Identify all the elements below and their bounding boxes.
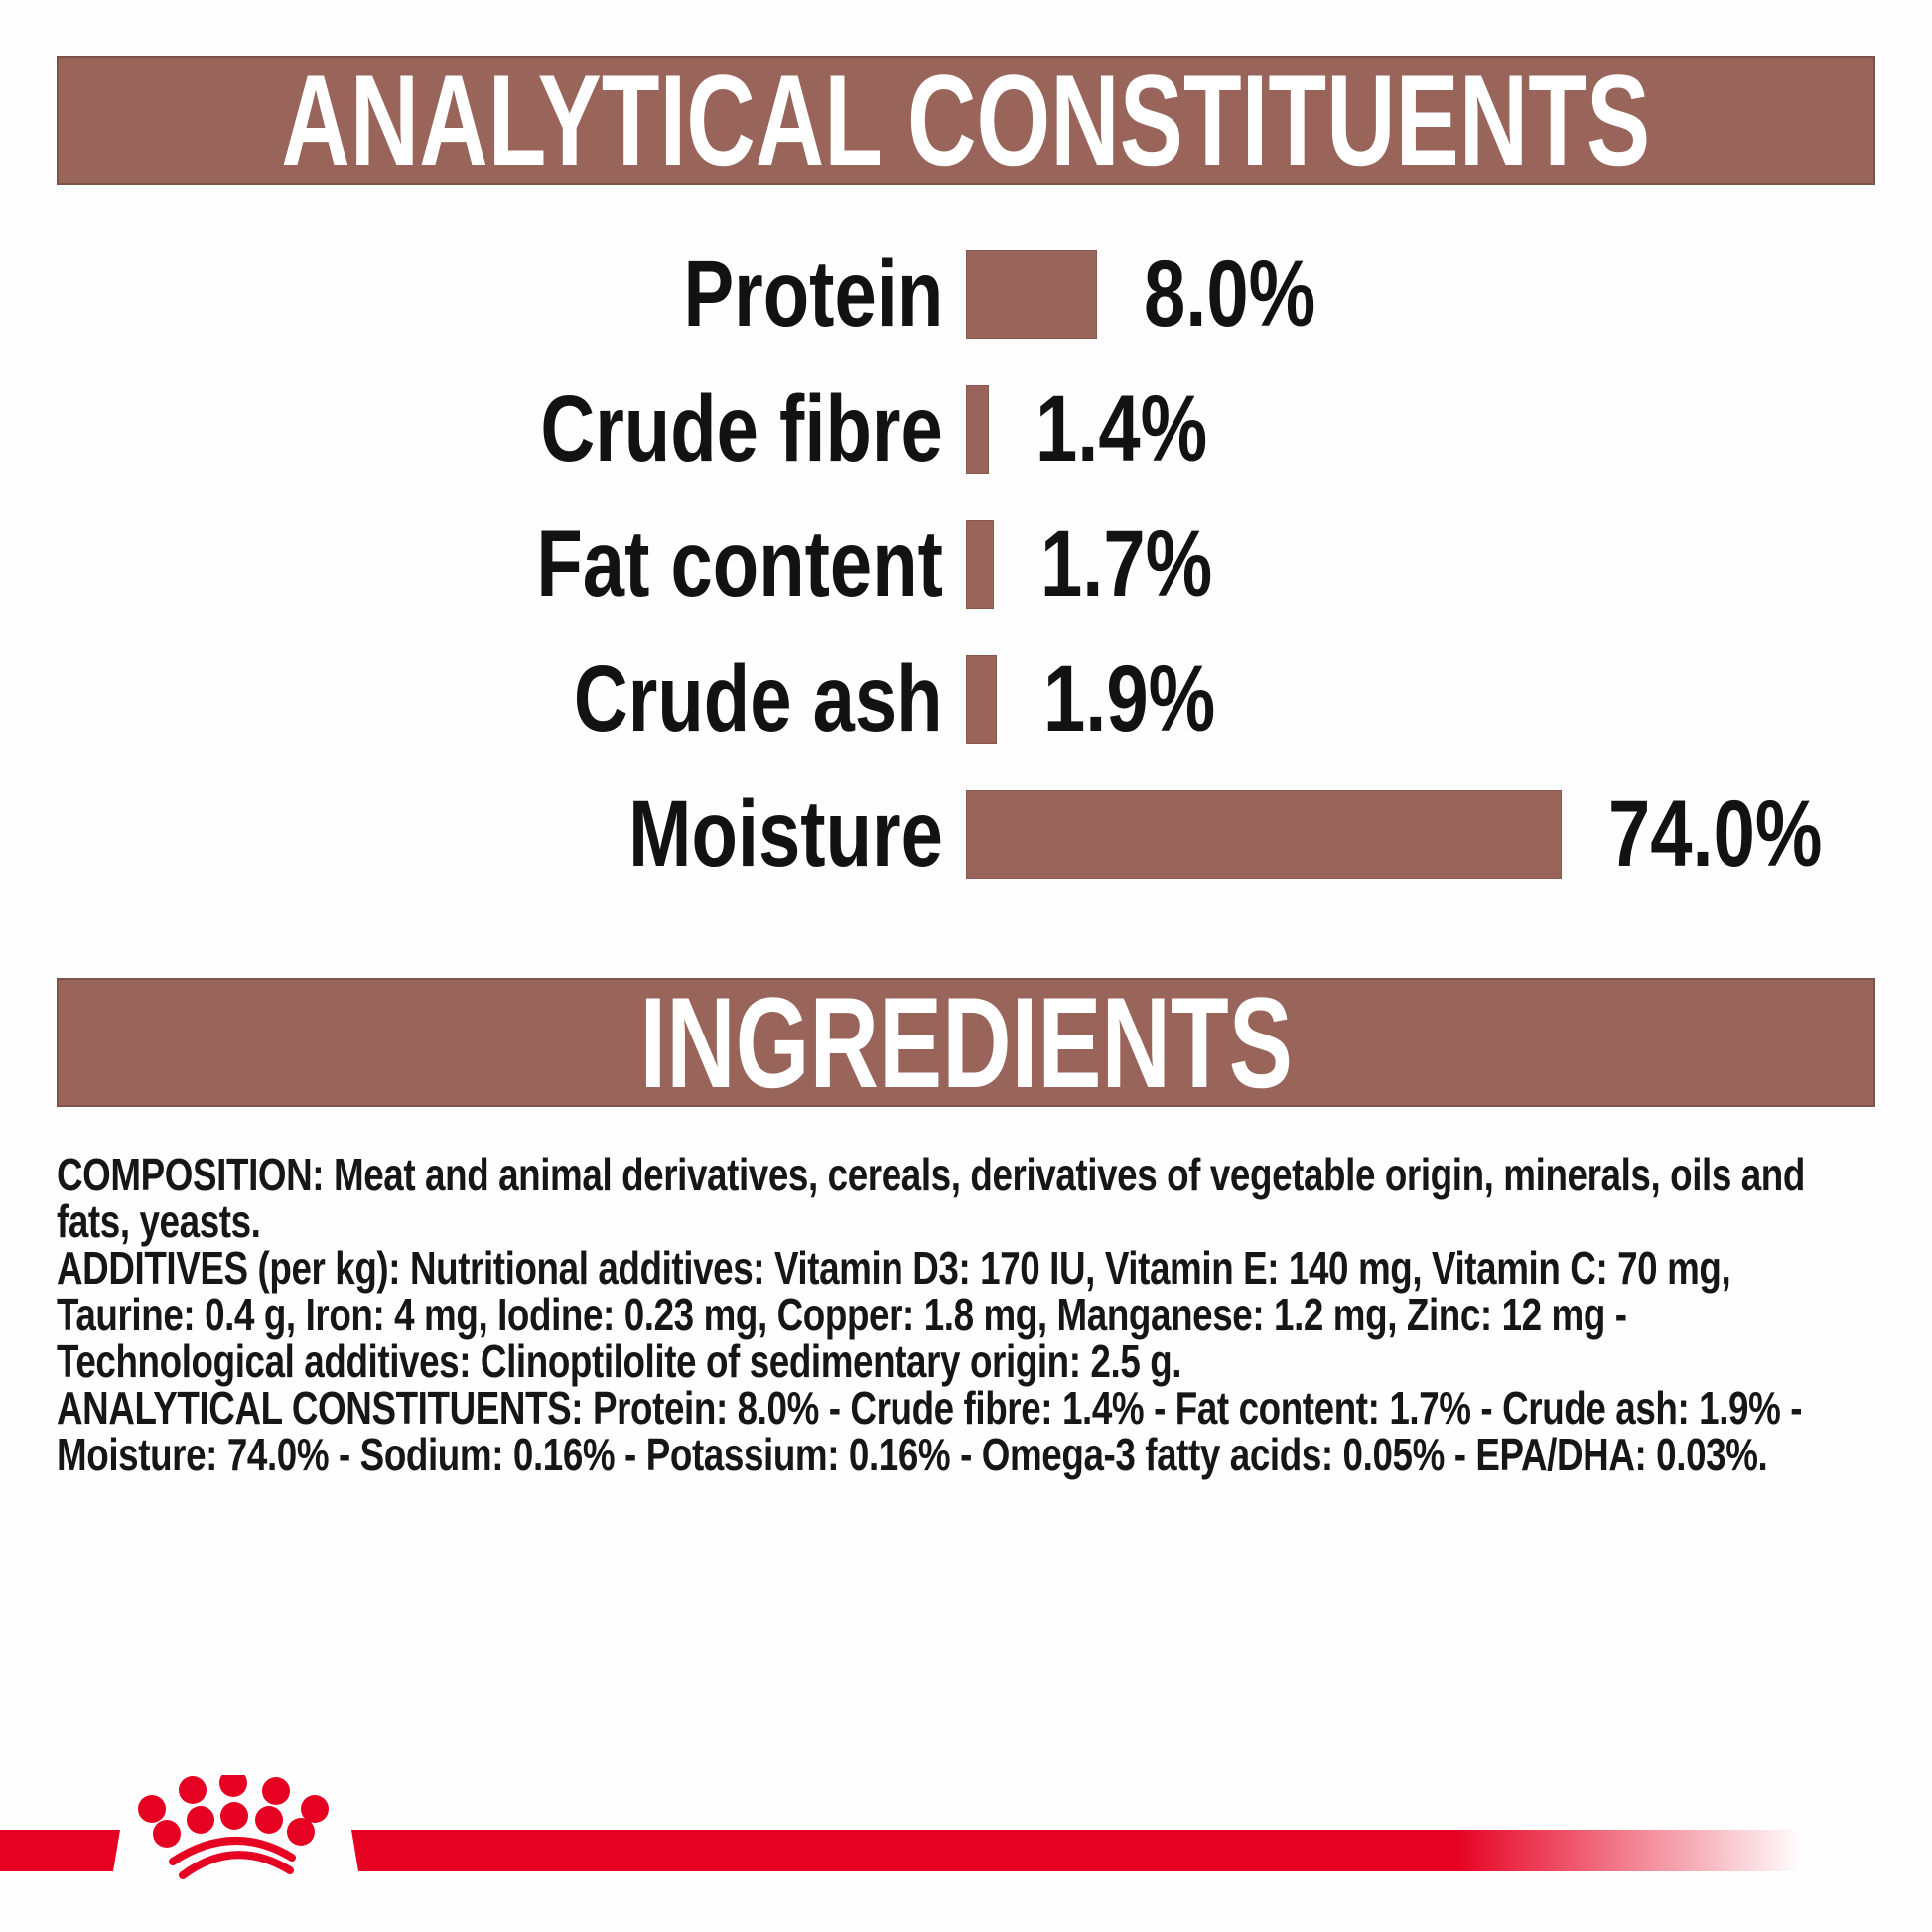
- footer-brand-strip: [0, 1767, 1932, 1932]
- chart-category-label: Crude fibre: [540, 376, 943, 482]
- red-band-right-gradient: [351, 1830, 1802, 1871]
- chart-row: Fat content 1.7%: [0, 511, 1932, 617]
- chart-row: Moisture 74.0%: [0, 781, 1932, 887]
- chart-bar: [966, 520, 994, 609]
- ingredients-line: Taurine: 0.4 g, Iron: 4 mg, Iodine: 0.23…: [57, 1289, 1627, 1340]
- analytical-constituents-chart: Protein 8.0% Crude fibre 1.4% Fat content 1.7…: [0, 241, 1932, 887]
- chart-row: Protein 8.0%: [0, 241, 1932, 346]
- chart-row: Crude ash 1.9%: [0, 646, 1932, 752]
- analytical-constituents-header: ANALYTICAL CONSTITUENTS: [57, 56, 1875, 185]
- ingredients-line: Moisture: 74.0% - Sodium: 0.16% - Potass…: [57, 1429, 1768, 1480]
- red-band-left: [0, 1830, 120, 1871]
- chart-category-label: Crude ash: [574, 646, 943, 752]
- chart-category-label: Fat content: [536, 511, 943, 617]
- chart-value-label: 8.0%: [1144, 241, 1316, 346]
- chart-bar: [966, 790, 1562, 879]
- chart-category-label: Protein: [683, 241, 943, 346]
- chart-value-label: 74.0%: [1608, 781, 1823, 887]
- chart-bar: [966, 655, 997, 744]
- analytical-constituents-title: ANALYTICAL CONSTITUENTS: [281, 48, 1651, 193]
- chart-bar: [966, 385, 989, 474]
- ingredients-title: INGREDIENTS: [639, 970, 1293, 1115]
- ingredients-line: COMPOSITION: Meat and animal derivatives…: [57, 1149, 1805, 1200]
- royal-canin-crown-icon: [138, 1775, 329, 1879]
- chart-row: Crude fibre 1.4%: [0, 376, 1932, 482]
- chart-bar: [966, 250, 1097, 339]
- chart-value-label: 1.4%: [1035, 376, 1208, 482]
- chart-category-label: Moisture: [628, 781, 943, 887]
- chart-value-label: 1.9%: [1043, 646, 1216, 752]
- ingredients-line: ADDITIVES (per kg): Nutritional additive…: [57, 1242, 1731, 1294]
- ingredients-header: INGREDIENTS: [57, 978, 1875, 1107]
- ingredients-line: fats, yeasts.: [57, 1195, 261, 1247]
- ingredients-line: ANALYTICAL CONSTITUENTS: Protein: 8.0% -…: [57, 1382, 1803, 1434]
- ingredients-line: Technological additives: Clinoptilolite …: [57, 1335, 1182, 1387]
- ingredients-text-block: COMPOSITION: Meat and animal derivatives…: [57, 1152, 1903, 1478]
- chart-value-label: 1.7%: [1040, 511, 1213, 617]
